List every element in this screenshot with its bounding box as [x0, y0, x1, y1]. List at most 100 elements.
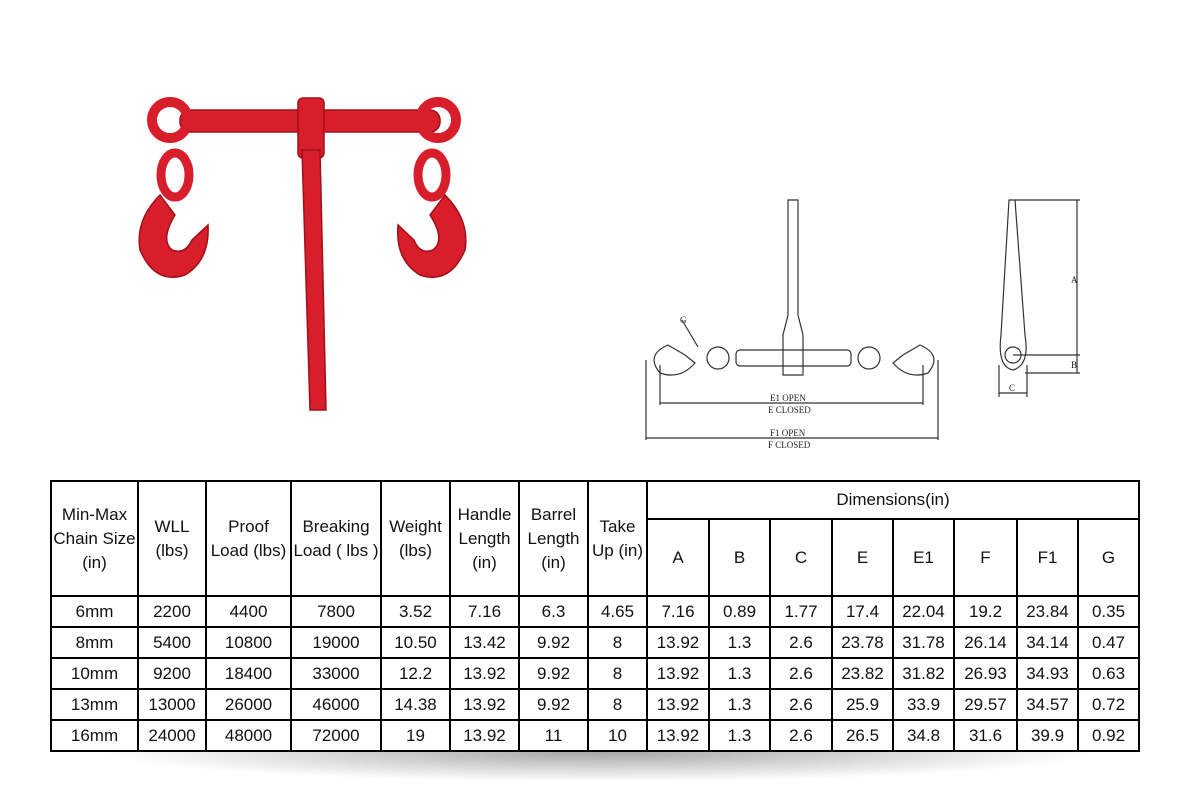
table-cell: 16mm — [50, 719, 139, 752]
table-cell: 1.77 — [769, 595, 833, 628]
bottom-shadow — [100, 752, 1100, 782]
label-c: C — [1009, 383, 1015, 393]
table-cell: 1.3 — [708, 688, 771, 721]
table-cell: 8 — [587, 657, 648, 690]
table-cell: 31.82 — [892, 657, 955, 690]
table-cell: 13.92 — [449, 719, 520, 752]
table-cell: 34.14 — [1016, 626, 1079, 659]
header-dim-a: A — [646, 518, 710, 597]
table-cell: 12.2 — [380, 657, 451, 690]
table-cell: 19000 — [290, 626, 382, 659]
header-handle-length: Handle Length (in) — [449, 480, 520, 597]
table-cell: 17.4 — [831, 595, 894, 628]
table-cell: 0.35 — [1077, 595, 1140, 628]
table-cell: 26.14 — [953, 626, 1018, 659]
table-cell: 2.6 — [769, 657, 833, 690]
table-cell: 7.16 — [449, 595, 520, 628]
header-barrel-length: Barrel Length (in) — [518, 480, 589, 597]
table-cell: 4400 — [205, 595, 292, 628]
table-cell: 7800 — [290, 595, 382, 628]
table-row: 8mm 5400 10800 19000 10.50 13.42 9.92 8 13.92 1.3… — [50, 626, 1140, 659]
label-e1: E1 OPEN — [770, 393, 806, 403]
table-cell: 26000 — [205, 688, 292, 721]
table-row: 13mm 13000 26000 46000 14.38 13.92 9.92 8 13.92 1… — [50, 688, 1140, 721]
table-cell: 13.92 — [646, 688, 710, 721]
table-cell: 72000 — [290, 719, 382, 752]
table-cell: 13.92 — [646, 626, 710, 659]
label-g: G — [680, 315, 687, 325]
header-dim-f1: F1 — [1016, 518, 1079, 597]
table-cell: 13.92 — [646, 719, 710, 752]
table-cell: 8 — [587, 626, 648, 659]
table-cell: 13.92 — [449, 688, 520, 721]
front-dimension-drawing: G E1 OPEN E CLOSED F1 OPEN F CLOSED — [645, 199, 939, 450]
table-cell: 33.9 — [892, 688, 955, 721]
table-cell: 6.3 — [518, 595, 589, 628]
table-cell: 33000 — [290, 657, 382, 690]
table-cell: 29.57 — [953, 688, 1018, 721]
table-cell: 7.16 — [646, 595, 710, 628]
header-proof-load: Proof Load (lbs) — [205, 480, 292, 597]
table-cell: 23.84 — [1016, 595, 1079, 628]
table-cell: 34.57 — [1016, 688, 1079, 721]
table-cell: 1.3 — [708, 657, 771, 690]
label-f: F CLOSED — [768, 440, 811, 450]
label-f1: F1 OPEN — [770, 428, 806, 438]
specification-table: Min-Max Chain Size (in) WLL (lbs) Proof … — [50, 480, 1140, 752]
table-cell: 8 — [587, 688, 648, 721]
table-cell: 0.63 — [1077, 657, 1140, 690]
table-cell: 9200 — [137, 657, 207, 690]
table-cell: 0.89 — [708, 595, 771, 628]
table-cell: 48000 — [205, 719, 292, 752]
table-cell: 0.72 — [1077, 688, 1140, 721]
table-cell: 1.3 — [708, 719, 771, 752]
side-dimension-drawing: A B C — [998, 199, 1080, 397]
table-cell: 10 — [587, 719, 648, 752]
table-row: 6mm 2200 4400 7800 3.52 7.16 6.3 4.65 7.16 0.89 1.… — [50, 595, 1140, 628]
table-cell: 2.6 — [769, 688, 833, 721]
header-dim-g: G — [1077, 518, 1140, 597]
label-a: A — [1071, 275, 1078, 285]
table-cell: 10mm — [50, 657, 139, 690]
table-cell: 31.6 — [953, 719, 1018, 752]
table-row: 10mm 9200 18400 33000 12.2 13.92 9.92 8 13.92 1.3… — [50, 657, 1140, 690]
table-cell: 22.04 — [892, 595, 955, 628]
table-cell: 13.92 — [646, 657, 710, 690]
table-cell: 34.93 — [1016, 657, 1079, 690]
header-dim-f: F — [953, 518, 1018, 597]
table-cell: 23.78 — [831, 626, 894, 659]
table-cell: 9.92 — [518, 657, 589, 690]
table-cell: 2200 — [137, 595, 207, 628]
table-cell: 39.9 — [1016, 719, 1079, 752]
table-cell: 9.92 — [518, 626, 589, 659]
table-cell: 31.78 — [892, 626, 955, 659]
ratchet-binder-photo — [138, 97, 467, 411]
header-dim-e1: E1 — [892, 518, 955, 597]
header-dim-e: E — [831, 518, 894, 597]
table-cell: 11 — [518, 719, 589, 752]
header-dimensions: Dimensions(in) — [646, 480, 1140, 520]
table-cell: 6mm — [50, 595, 139, 628]
table-cell: 26.93 — [953, 657, 1018, 690]
table-cell: 14.38 — [380, 688, 451, 721]
table-cell: 1.3 — [708, 626, 771, 659]
table-cell: 13.92 — [449, 657, 520, 690]
table-cell: 0.47 — [1077, 626, 1140, 659]
table-cell: 9.92 — [518, 688, 589, 721]
header-chain-size: Min-Max Chain Size (in) — [50, 480, 139, 597]
header-breaking-load: Breaking Load ( lbs ) — [290, 480, 382, 597]
header-take-up: Take Up (in) — [587, 480, 648, 597]
table-cell: 25.9 — [831, 688, 894, 721]
header-wll: WLL (lbs) — [137, 480, 207, 597]
table-cell: 34.8 — [892, 719, 955, 752]
table-cell: 5400 — [137, 626, 207, 659]
table-cell: 10800 — [205, 626, 292, 659]
table-cell: 13mm — [50, 688, 139, 721]
table-cell: 13000 — [137, 688, 207, 721]
label-e: E CLOSED — [768, 405, 811, 415]
table-cell: 18400 — [205, 657, 292, 690]
table-cell: 19 — [380, 719, 451, 752]
table-cell: 0.92 — [1077, 719, 1140, 752]
header-dim-c: C — [769, 518, 833, 597]
table-cell: 26.5 — [831, 719, 894, 752]
